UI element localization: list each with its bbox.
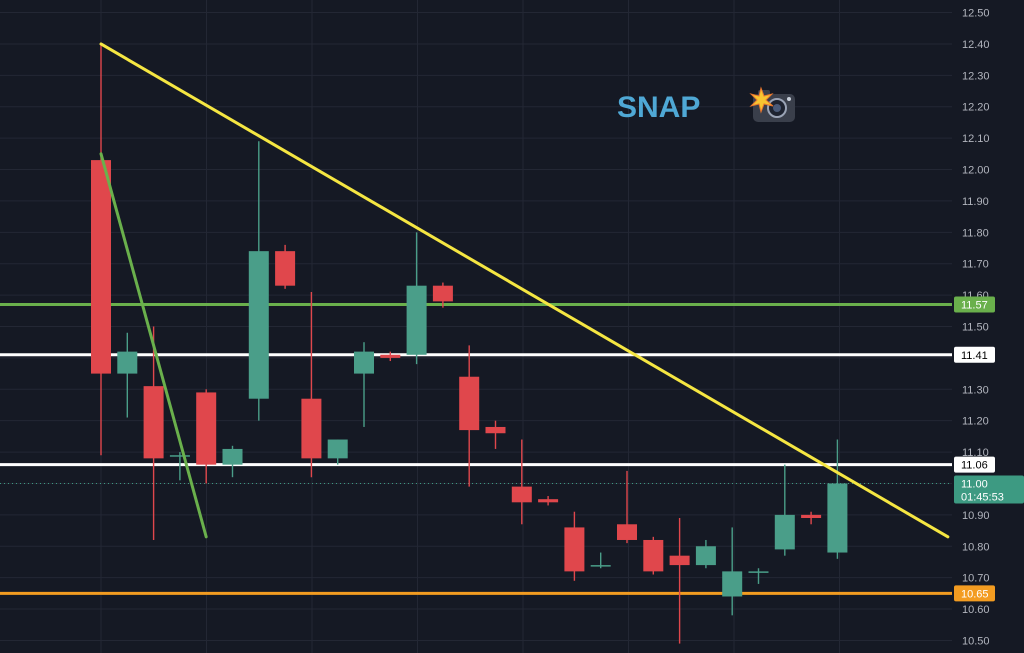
trendline[interactable]	[99, 42, 950, 539]
y-tick-label: 11.80	[962, 227, 989, 239]
candle-body	[617, 524, 637, 540]
candles	[91, 43, 848, 644]
price-badge-label: 11.06	[961, 460, 988, 472]
candle-body	[643, 539, 664, 572]
y-tick-label: 12.10	[962, 133, 990, 145]
y-tick-label: 12.50	[962, 8, 990, 20]
chart-title: SNAP	[617, 91, 700, 124]
candle-body	[248, 251, 269, 399]
price-badge	[954, 456, 995, 473]
y-tick-label: 10.70	[962, 573, 990, 585]
countdown-label: 01:45:53	[961, 491, 1004, 503]
candle-body	[748, 571, 769, 573]
candle-body	[380, 354, 401, 358]
candle-body	[827, 483, 848, 553]
y-tick-label: 11.10	[962, 447, 989, 459]
candle-body	[695, 546, 716, 566]
candle-body	[459, 376, 480, 431]
horizontal-levels[interactable]	[0, 303, 952, 595]
y-tick-label: 11.70	[962, 259, 989, 271]
y-tick-label: 12.40	[962, 39, 990, 51]
y-tick-label: 10.60	[962, 604, 990, 616]
candle-body	[143, 386, 164, 459]
price-badge-label: 11.57	[961, 300, 988, 312]
candle-body	[91, 160, 111, 374]
y-tick-label: 12.30	[962, 70, 990, 82]
candle-body	[301, 398, 322, 459]
candle-body	[538, 499, 559, 503]
candle-body	[432, 285, 453, 302]
price-badge-label: 11.41	[961, 350, 988, 362]
candle-body	[222, 448, 243, 465]
candle-body	[327, 439, 348, 459]
candle-body	[169, 455, 190, 457]
y-tick-label: 12.00	[962, 165, 990, 177]
candle-body	[485, 426, 506, 434]
price-badge	[954, 296, 995, 313]
candle-body	[511, 486, 532, 503]
y-tick-label: 12.20	[962, 102, 990, 114]
candle-body	[406, 285, 427, 355]
candle-body	[722, 571, 743, 597]
camera-with-flash-icon	[749, 86, 795, 122]
last-price-badge	[954, 475, 1024, 504]
y-tick-label: 10.80	[962, 541, 990, 553]
y-tick-label: 10.90	[962, 510, 990, 522]
y-tick-label: 11.20	[962, 416, 989, 428]
price-axis[interactable]: 10.50 10.60 10.70 10.80 10.90 11.00 11.10 11.20…	[962, 8, 990, 648]
trendlines[interactable]	[99, 42, 950, 539]
candle-body	[117, 351, 138, 374]
price-badge-label: 10.65	[961, 588, 989, 600]
candle-body	[275, 251, 296, 286]
candle-body	[774, 514, 795, 550]
candle-body	[564, 527, 585, 572]
y-tick-label: 11.90	[962, 196, 989, 208]
candle-body	[354, 351, 374, 374]
y-tick-label: 10.50	[962, 635, 990, 647]
price-badge	[954, 585, 995, 602]
price-badge	[954, 346, 995, 363]
y-tick-label: 11.50	[962, 322, 989, 334]
candle-body	[590, 565, 611, 567]
candle-body	[669, 555, 690, 566]
candle-body	[196, 392, 217, 465]
last-price-label: 11.00	[961, 478, 988, 490]
trendline[interactable]	[99, 152, 208, 539]
y-tick-label: 11.30	[962, 384, 989, 396]
candle-body	[801, 514, 822, 519]
